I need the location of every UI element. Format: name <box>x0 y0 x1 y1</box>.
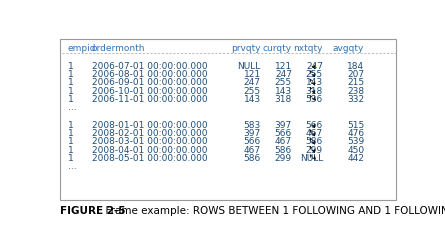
Text: 2008-01-01 00:00:00.000: 2008-01-01 00:00:00.000 <box>92 121 207 130</box>
Text: 1: 1 <box>68 129 73 138</box>
Text: 586: 586 <box>275 146 292 155</box>
Text: 238: 238 <box>347 86 364 96</box>
Text: 255: 255 <box>275 78 292 87</box>
Text: 247: 247 <box>275 70 292 79</box>
Text: 215: 215 <box>347 78 364 87</box>
Text: NULL: NULL <box>238 62 261 71</box>
Text: 143: 143 <box>275 86 292 96</box>
Text: 450: 450 <box>347 146 364 155</box>
Text: 1: 1 <box>68 95 73 104</box>
Text: 586: 586 <box>306 138 323 146</box>
Text: 255: 255 <box>244 86 261 96</box>
Text: 1: 1 <box>68 138 73 146</box>
Text: 2008-05-01 00:00:00.000: 2008-05-01 00:00:00.000 <box>92 154 207 163</box>
Text: 583: 583 <box>243 121 261 130</box>
Text: 397: 397 <box>243 129 261 138</box>
Text: nxtqty: nxtqty <box>293 44 323 54</box>
Text: 2006-09-01 00:00:00.000: 2006-09-01 00:00:00.000 <box>92 78 207 87</box>
Text: 467: 467 <box>244 146 261 155</box>
Text: 207: 207 <box>347 70 364 79</box>
Text: 586: 586 <box>243 154 261 163</box>
Text: 247: 247 <box>306 62 323 71</box>
Text: 184: 184 <box>347 62 364 71</box>
Text: 299: 299 <box>306 146 323 155</box>
Text: 2008-02-01 00:00:00.000: 2008-02-01 00:00:00.000 <box>92 129 207 138</box>
Text: 1: 1 <box>68 146 73 155</box>
Text: 536: 536 <box>306 95 323 104</box>
Text: 467: 467 <box>306 129 323 138</box>
Text: 2006-08-01 00:00:00.000: 2006-08-01 00:00:00.000 <box>92 70 207 79</box>
Text: 397: 397 <box>275 121 292 130</box>
Text: ...: ... <box>68 162 77 171</box>
Text: 255: 255 <box>306 70 323 79</box>
Text: 515: 515 <box>347 121 364 130</box>
Text: 1: 1 <box>68 86 73 96</box>
Text: 2006-11-01 00:00:00.000: 2006-11-01 00:00:00.000 <box>92 95 207 104</box>
Text: 318: 318 <box>306 86 323 96</box>
Text: 1: 1 <box>68 70 73 79</box>
Text: prvqty: prvqty <box>231 44 261 54</box>
Text: 442: 442 <box>348 154 364 163</box>
Text: 566: 566 <box>306 121 323 130</box>
Text: ...: ... <box>68 103 77 112</box>
Text: 2006-07-01 00:00:00.000: 2006-07-01 00:00:00.000 <box>92 62 207 71</box>
Text: 318: 318 <box>275 95 292 104</box>
Text: 143: 143 <box>244 95 261 104</box>
Text: 467: 467 <box>275 138 292 146</box>
Text: 143: 143 <box>306 78 323 87</box>
Text: 476: 476 <box>347 129 364 138</box>
Text: 566: 566 <box>243 138 261 146</box>
Text: curqty: curqty <box>263 44 292 54</box>
Text: 2006-10-01 00:00:00.000: 2006-10-01 00:00:00.000 <box>92 86 207 96</box>
Text: 332: 332 <box>347 95 364 104</box>
Text: 539: 539 <box>347 138 364 146</box>
Text: 247: 247 <box>244 78 261 87</box>
Text: NULL: NULL <box>299 154 323 163</box>
Text: 121: 121 <box>275 62 292 71</box>
Text: ordermonth: ordermonth <box>92 44 146 54</box>
Text: 1: 1 <box>68 154 73 163</box>
Text: empid: empid <box>68 44 96 54</box>
Text: FIGURE 2-5: FIGURE 2-5 <box>60 206 125 216</box>
Text: 1: 1 <box>68 121 73 130</box>
Text: 121: 121 <box>244 70 261 79</box>
Text: Frame example: ROWS BETWEEN 1 FOLLOWING AND 1 FOLLOWING.: Frame example: ROWS BETWEEN 1 FOLLOWING … <box>99 206 445 216</box>
Text: avgqty: avgqty <box>333 44 364 54</box>
Text: 2008-04-01 00:00:00.000: 2008-04-01 00:00:00.000 <box>92 146 207 155</box>
Text: 566: 566 <box>275 129 292 138</box>
Text: 1: 1 <box>68 62 73 71</box>
Text: 1: 1 <box>68 78 73 87</box>
FancyBboxPatch shape <box>60 39 396 200</box>
Text: 2008-03-01 00:00:00.000: 2008-03-01 00:00:00.000 <box>92 138 207 146</box>
Text: 299: 299 <box>275 154 292 163</box>
